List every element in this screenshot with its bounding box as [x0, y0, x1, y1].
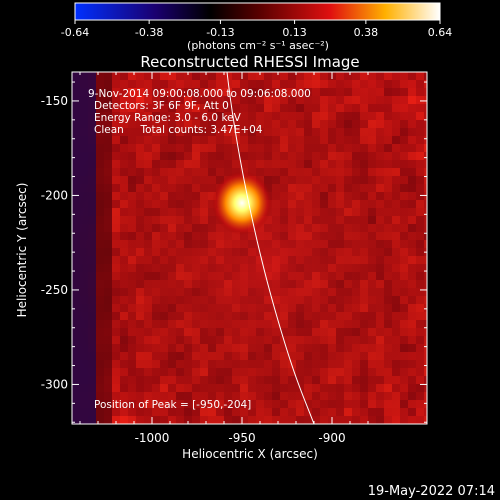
colorbar: -0.64 -0.38 -0.13 0.13 0.38 0.64 (photons cm⁻…	[61, 2, 452, 52]
info-energy: Energy Range: 3.0 - 6.0 keV	[94, 112, 242, 124]
x-tick-label: -900	[318, 431, 345, 445]
colorbar-tick-label: -0.13	[206, 26, 234, 39]
timestamp: 19-May-2022 07:14	[368, 484, 495, 499]
x-tick-label: -1000	[135, 431, 170, 445]
solar-limb	[226, 72, 315, 424]
plot-area: -1000 -950 -900 -150 -200 -250 -300	[41, 71, 428, 445]
axis-ticks: -1000 -950 -900 -150 -200 -250 -300	[41, 72, 427, 445]
colorbar-tick-label: 0.64	[428, 26, 453, 39]
colorbar-ticks: -0.64 -0.38 -0.13 0.13 0.38 0.64	[61, 20, 452, 39]
info-detectors: Detectors: 3F 6F 9F, Att 0	[94, 100, 229, 112]
colorbar-gradient	[74, 2, 441, 21]
info-clean: Clean Total counts: 3.47E+04	[94, 124, 263, 136]
x-axis-label: Heliocentric X (arcsec)	[182, 447, 318, 461]
y-axis-label: Heliocentric Y (arcsec)	[15, 183, 29, 318]
peak-source	[212, 171, 272, 235]
colorbar-tick-label: -0.38	[135, 26, 163, 39]
plot-frame	[71, 71, 428, 425]
x-tick-label: -950	[228, 431, 255, 445]
peak-position-label: Position of Peak = [-950,-204]	[94, 399, 251, 411]
y-tick-label: -150	[41, 94, 68, 108]
colorbar-tick-label: 0.13	[282, 26, 307, 39]
y-tick-label: -300	[41, 377, 68, 391]
colorbar-tick-label: 0.38	[354, 26, 379, 39]
colorbar-unit: (photons cm⁻² s⁻¹ asec⁻²)	[187, 39, 329, 52]
info-time: 9-Nov-2014 09:00:08.000 to 09:06:08.000	[88, 88, 311, 100]
colorbar-tick-label: -0.64	[61, 26, 89, 39]
plot-title: Reconstructed RHESSI Image	[140, 53, 359, 71]
y-tick-label: -200	[41, 188, 68, 202]
haze	[72, 72, 427, 424]
info-block: 9-Nov-2014 09:00:08.000 to 09:06:08.000 …	[88, 88, 311, 136]
y-tick-label: -250	[41, 283, 68, 297]
